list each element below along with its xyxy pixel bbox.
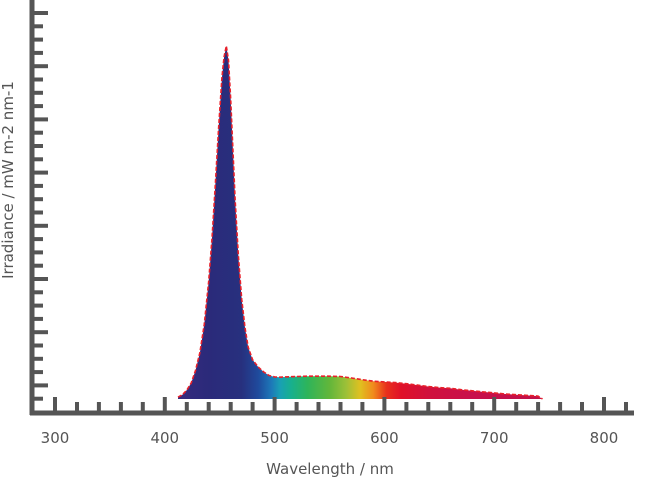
y-axis-ticks	[32, 11, 48, 401]
x-tick-label: 800	[590, 429, 619, 447]
x-tick-label: 400	[150, 429, 179, 447]
x-tick-label: 600	[370, 429, 399, 447]
x-axis-tick-labels: 300 400 500 600 700 800	[41, 429, 619, 447]
x-axis-ticks	[53, 397, 628, 413]
spectrum-area	[178, 46, 543, 399]
x-axis-title: Wavelength / nm	[266, 460, 394, 478]
spectrum-outline	[177, 45, 543, 400]
x-tick-label: 300	[41, 429, 70, 447]
y-axis-title: Irradiance / mW m-2 nm-1	[0, 81, 17, 279]
x-tick-label: 700	[480, 429, 509, 447]
spectrum-area-layer	[177, 45, 543, 400]
axes-layer	[29, 0, 634, 416]
x-tick-label: 500	[260, 429, 289, 447]
